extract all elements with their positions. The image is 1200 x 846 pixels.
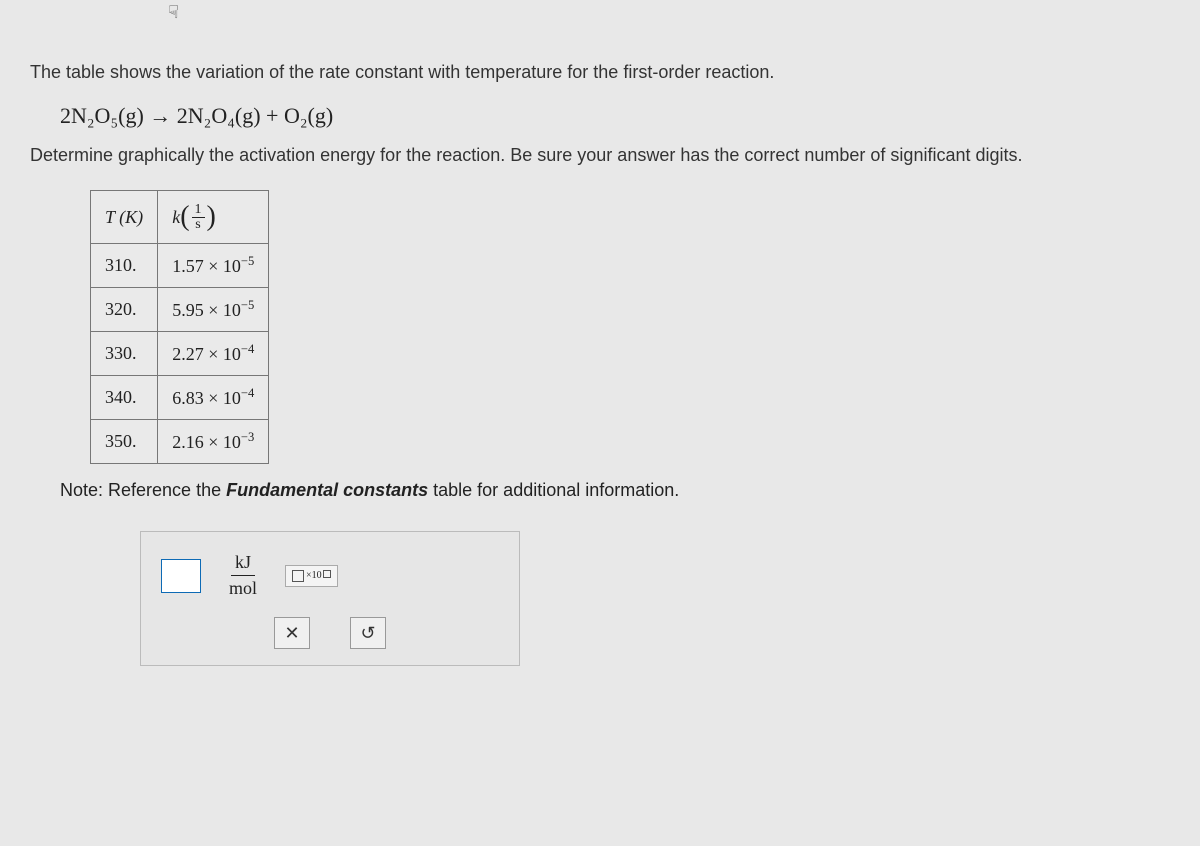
cell-k: 6.83 × 10−4 [158, 376, 269, 420]
table-header-temp: T (K) [91, 191, 158, 244]
table-header-k: k ( 1 s ) [158, 191, 269, 244]
unit-kj: kJ [231, 552, 255, 576]
answer-panel: kJ mol ×10 ✕ ↺ [140, 531, 520, 666]
note-text: Note: Reference the Fundamental constant… [60, 480, 1170, 501]
reset-icon: ↺ [360, 623, 375, 644]
cell-k: 5.95 × 10−5 [158, 288, 269, 332]
reset-button[interactable]: ↺ [350, 617, 386, 649]
fundamental-constants-link[interactable]: Fundamental constants [226, 480, 428, 500]
answer-value-input[interactable] [161, 559, 201, 593]
k-symbol: k [172, 207, 180, 228]
hand-cursor-icon: ☟ [168, 2, 179, 23]
cell-k: 1.57 × 10−5 [158, 244, 269, 288]
instruction-text: Determine graphically the activation ene… [30, 143, 1170, 168]
table-row: 350. 2.16 × 10−3 [91, 420, 269, 464]
cell-temp: 320. [91, 288, 158, 332]
cell-temp: 350. [91, 420, 158, 464]
cell-temp: 330. [91, 332, 158, 376]
table-row: 330. 2.27 × 10−4 [91, 332, 269, 376]
note-prefix: Note: Reference the [60, 480, 226, 500]
equation-arrow: → [149, 103, 171, 128]
cell-temp: 340. [91, 376, 158, 420]
clear-button[interactable]: ✕ [274, 617, 310, 649]
scientific-notation-button[interactable]: ×10 [285, 565, 338, 587]
intro-text: The table shows the variation of the rat… [30, 60, 1170, 85]
k-unit-den: s [192, 218, 203, 232]
table-row: 310. 1.57 × 10−5 [91, 244, 269, 288]
cell-k: 2.16 × 10−3 [158, 420, 269, 464]
answer-units: kJ mol [225, 552, 261, 599]
table-row: 320. 5.95 × 10−5 [91, 288, 269, 332]
equation-rhs: 2N₂O₄(g) + O₂(g) [177, 103, 333, 128]
reaction-equation: 2N₂O₅(g) → 2N₂O₄(g) + O₂(g) [60, 103, 1170, 129]
unit-mol: mol [225, 576, 261, 599]
rate-constant-table: T (K) k ( 1 s ) 310. 1.57 × 10−5 320. 5.… [90, 190, 269, 464]
equation-lhs: 2N₂O₅(g) [60, 103, 144, 128]
table-row: 340. 6.83 × 10−4 [91, 376, 269, 420]
k-unit-num: 1 [192, 203, 205, 218]
cell-temp: 310. [91, 244, 158, 288]
close-icon: ✕ [284, 623, 299, 644]
cell-k: 2.27 × 10−4 [158, 332, 269, 376]
note-suffix: table for additional information. [428, 480, 679, 500]
